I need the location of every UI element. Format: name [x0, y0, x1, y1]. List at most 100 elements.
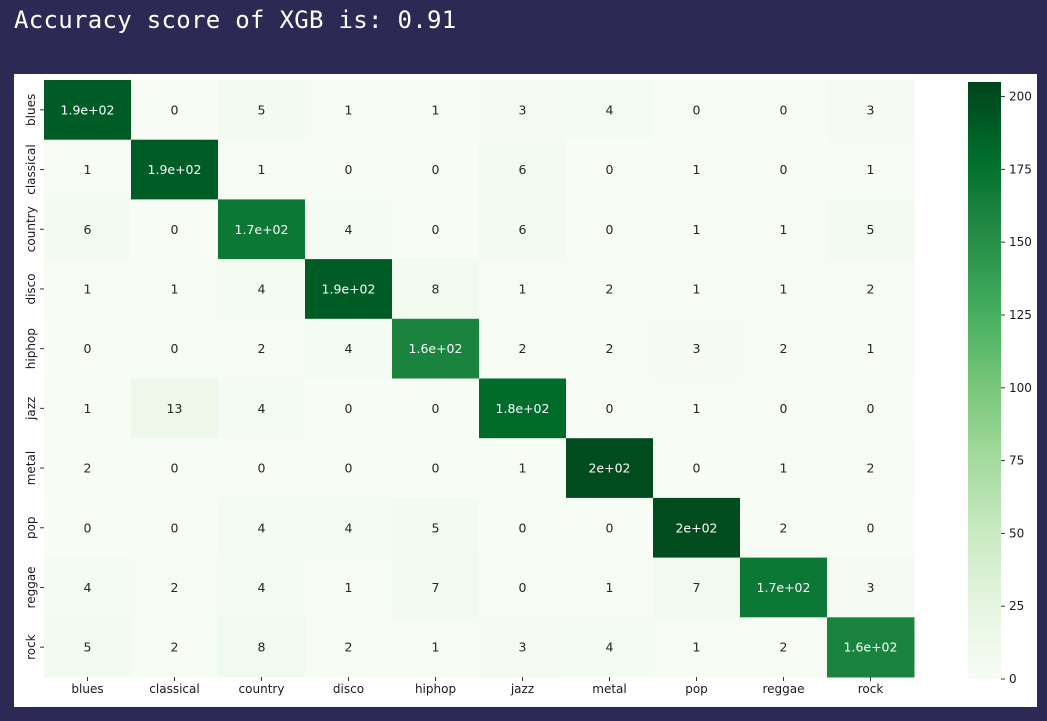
colorbar-tick-label: 100 — [1009, 381, 1032, 395]
heatmap-cell — [392, 318, 480, 379]
heatmap-cell — [305, 139, 393, 200]
y-tick-label: jazz — [24, 397, 38, 421]
cell-annotation: 5 — [432, 520, 440, 535]
cell-annotation: 0 — [780, 162, 788, 177]
x-tick-label: pop — [685, 682, 708, 696]
heatmap-cell — [566, 557, 654, 618]
cell-annotation: 1.9e+02 — [148, 162, 202, 177]
heatmap-cell — [44, 199, 132, 260]
heatmap-cell — [218, 557, 306, 618]
heatmap-cells: 1.9e+02 0 5 1 1 3 4 0 0 31 1.9e+02 1 0 0 6 0 1 0 16 0 1.7e+0… — [44, 80, 915, 678]
heatmap-cell — [566, 199, 654, 260]
heatmap-cell — [218, 617, 306, 678]
colorbar-tick-label: 175 — [1009, 162, 1032, 176]
cell-annotation: 1 — [345, 580, 353, 595]
heatmap-cell — [479, 438, 567, 499]
cell-annotation: 0 — [606, 162, 614, 177]
cell-annotation: 2 — [84, 461, 92, 476]
cell-annotation: 2 — [867, 281, 875, 296]
heatmap-cell — [392, 617, 480, 678]
heatmap-cell — [740, 139, 828, 200]
heatmap-cell — [218, 497, 306, 559]
cell-annotation: 2e+02 — [675, 520, 717, 535]
heatmap-cell — [653, 497, 741, 559]
heatmap-cell — [740, 378, 828, 439]
heatmap-cell — [566, 80, 654, 141]
heatmap-cell — [392, 438, 480, 499]
y-tick-label: country — [24, 206, 38, 252]
heatmap-cell — [479, 557, 567, 618]
heatmap-cell — [305, 557, 393, 618]
heatmap-cell — [44, 438, 132, 499]
heatmap-cell — [479, 139, 567, 200]
cell-annotation: 4 — [84, 580, 92, 595]
cell-annotation: 0 — [84, 520, 92, 535]
heatmap-cell — [305, 617, 393, 678]
heatmap-cell — [653, 318, 741, 379]
cell-annotation: 1 — [867, 162, 875, 177]
heatmap-cell — [131, 259, 219, 320]
cell-annotation: 4 — [258, 580, 266, 595]
cell-annotation: 1 — [780, 281, 788, 296]
cell-annotation: 0 — [606, 222, 614, 237]
heatmap-cell — [392, 139, 480, 200]
x-tick-label: rock — [858, 682, 884, 696]
colorbar-tick-label: 200 — [1009, 90, 1032, 104]
cell-annotation: 0 — [780, 102, 788, 117]
cell-annotation: 0 — [693, 102, 701, 117]
cell-annotation: 0 — [519, 520, 527, 535]
cell-annotation: 1 — [693, 162, 701, 177]
heatmap-cell — [479, 378, 567, 439]
heatmap-cell — [653, 80, 741, 141]
heatmap-cell — [479, 617, 567, 678]
colorbar-tick-label: 50 — [1009, 526, 1024, 540]
cell-annotation: 2 — [606, 281, 614, 296]
cell-annotation: 4 — [258, 401, 266, 416]
cell-annotation: 0 — [171, 341, 179, 356]
cell-annotation: 6 — [519, 222, 527, 237]
heatmap-cell — [827, 378, 915, 439]
heatmap-cell — [131, 318, 219, 379]
heatmap-cell — [392, 199, 480, 260]
heatmap-cell — [827, 617, 915, 678]
cell-annotation: 1 — [258, 162, 266, 177]
cell-annotation: 0 — [345, 461, 353, 476]
cell-annotation: 3 — [519, 640, 527, 655]
cell-annotation: 0 — [867, 520, 875, 535]
heatmap-cell — [305, 199, 393, 260]
heatmap-cell — [740, 497, 828, 559]
cell-annotation: 7 — [432, 580, 440, 595]
heatmap-cell — [827, 139, 915, 200]
heatmap-cell — [827, 318, 915, 379]
x-tick-label: jazz — [510, 682, 534, 696]
cell-annotation: 4 — [345, 520, 353, 535]
heatmap-cell — [392, 259, 480, 320]
cell-annotation: 7 — [693, 580, 701, 595]
heatmap-cell — [653, 617, 741, 678]
heatmap-cell — [479, 199, 567, 260]
x-tick-label: hiphop — [415, 682, 456, 696]
cell-annotation: 4 — [345, 341, 353, 356]
y-tick-label: blues — [24, 94, 38, 126]
cell-annotation: 0 — [780, 401, 788, 416]
cell-annotation: 1.7e+02 — [235, 222, 289, 237]
cell-annotation: 0 — [606, 401, 614, 416]
heatmap-cell — [131, 557, 219, 618]
cell-annotation: 1 — [519, 281, 527, 296]
cell-annotation: 0 — [84, 341, 92, 356]
cell-annotation: 1 — [432, 640, 440, 655]
heatmap-cell — [131, 617, 219, 678]
colorbar-tick-label: 0 — [1009, 672, 1017, 686]
cell-annotation: 2e+02 — [588, 461, 630, 476]
heatmap-cell — [218, 259, 306, 320]
heatmap-cell — [653, 378, 741, 439]
heatmap-cell — [44, 557, 132, 618]
cell-annotation: 1 — [693, 281, 701, 296]
cell-annotation: 1.6e+02 — [844, 640, 898, 655]
heatmap-cell — [44, 139, 132, 200]
x-tick-label: classical — [149, 682, 199, 696]
cell-annotation: 0 — [867, 401, 875, 416]
cell-annotation: 2 — [780, 640, 788, 655]
cell-annotation: 3 — [867, 102, 875, 117]
cell-annotation: 6 — [84, 222, 92, 237]
